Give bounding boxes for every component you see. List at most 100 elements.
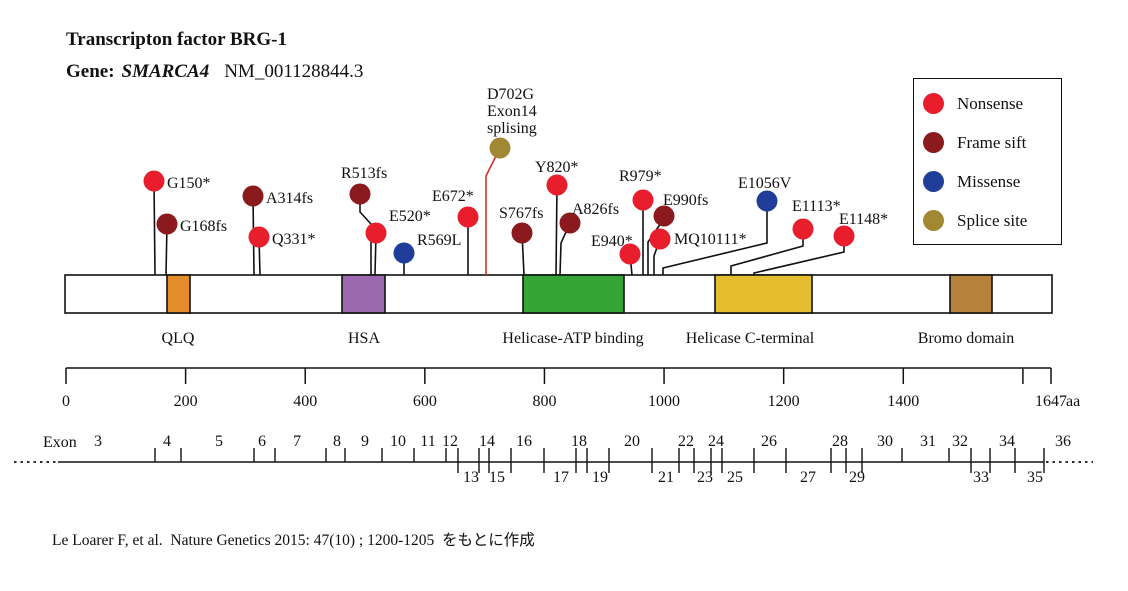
mutation-marker-E1148* [833, 225, 855, 247]
legend: Nonsense Frame sift Missense Splice site [913, 78, 1062, 245]
exon-number-12: 12 [442, 433, 458, 450]
exon-number-32: 32 [952, 433, 968, 450]
mutation-label-A314fs: A314fs [266, 190, 313, 207]
mutation-label-E1148*: E1148* [839, 211, 888, 228]
mutation-stem-Y820* [555, 184, 558, 276]
legend-label: Frame sift [957, 132, 1027, 152]
exon-number-27: 27 [800, 469, 816, 486]
mutation-label-E520*: E520* [389, 208, 431, 225]
mutation-label-A826fs: A826fs [572, 201, 619, 218]
axis-tick-label-200: 200 [174, 393, 198, 410]
exon-number-5: 5 [215, 433, 223, 450]
exon-number-19: 19 [592, 469, 608, 486]
axis-tick-label-1400: 1400 [887, 393, 919, 410]
mutation-marker-R513fs [349, 183, 371, 205]
transcript-id: NM_001128844.3 [224, 61, 364, 82]
exon-number-24: 24 [708, 433, 724, 450]
nonsense-marker-icon [923, 93, 944, 114]
exon-number-10: 10 [390, 433, 406, 450]
mutation-label-E1056V: E1056V [738, 175, 792, 192]
legend-item-missense: Missense [914, 162, 1061, 201]
exon-number-18: 18 [571, 433, 587, 450]
domain-bromo-domain [949, 274, 993, 314]
mutation-marker-Q331* [248, 226, 270, 248]
splice-marker-icon [923, 210, 944, 231]
exon-number-3: 3 [94, 433, 102, 450]
exon-number-25: 25 [727, 469, 743, 486]
mutation-label-MQ10111*: MQ10111* [674, 231, 747, 248]
exon-number-22: 22 [678, 433, 694, 450]
axis-tick-label-600: 600 [413, 393, 437, 410]
axis-tick-label-800: 800 [532, 393, 556, 410]
mutation-stem-E1056V [662, 201, 768, 275]
exon-track-label: Exon [43, 434, 77, 451]
mutation-label-Q331*: Q331* [272, 231, 316, 248]
exon-number-8: 8 [333, 433, 341, 450]
domain-label: HSA [348, 330, 380, 347]
mutation-marker-S767fs [511, 222, 533, 244]
mutation-label-E672*: E672* [432, 188, 474, 205]
figure-title: Transcripton factor BRG-1 [66, 29, 287, 50]
legend-label: Missense [957, 171, 1021, 191]
exon-number-30: 30 [877, 433, 893, 450]
axis-unit-label: aa [1066, 393, 1080, 410]
exon-number-34: 34 [999, 433, 1015, 450]
domain-label: Bromo domain [918, 330, 1014, 347]
mutation-marker-G168fs [156, 213, 178, 235]
exon-number-15: 15 [489, 469, 505, 486]
exon-number-7: 7 [293, 433, 301, 450]
mutation-marker-R569L [393, 242, 415, 264]
axis-tick-label-1200: 1200 [768, 393, 800, 410]
domain-label: QLQ [162, 330, 195, 347]
exon-number-6: 6 [258, 433, 266, 450]
mutation-label-D702G: D702G [487, 86, 535, 103]
exon-number-23: 23 [697, 469, 713, 486]
mutation-marker-A314fs [242, 185, 264, 207]
exon-number-16: 16 [516, 433, 532, 450]
exon-number-26: 26 [761, 433, 777, 450]
gene-label: Gene: [66, 61, 115, 82]
exon-number-29: 29 [849, 469, 865, 486]
domain-hsa [341, 274, 386, 314]
frameshift-marker-icon [923, 132, 944, 153]
mutation-label-R569L: R569L [417, 232, 461, 249]
mutation-marker-E1113* [792, 218, 814, 240]
exon-number-33: 33 [973, 469, 989, 486]
exon-number-4: 4 [163, 433, 171, 450]
missense-marker-icon [923, 171, 944, 192]
mutation-label-R979*: R979* [619, 168, 662, 185]
exon-number-21: 21 [658, 469, 674, 486]
mutation-marker-G150* [143, 170, 165, 192]
domain-label: Helicase-ATP binding [502, 330, 643, 347]
mutation-marker-Y820* [546, 174, 568, 196]
mutation-stem-D702G [485, 155, 497, 275]
mutation-marker-E672* [457, 206, 479, 228]
exon-number-11: 11 [420, 433, 435, 450]
domain-helicase-c-terminal [714, 274, 813, 314]
mutation-marker-E940* [619, 243, 641, 265]
mutation-marker-R979* [632, 189, 654, 211]
mutation-label-E940*: E940* [591, 233, 633, 250]
mutation-marker-D702G [489, 137, 511, 159]
mutation-marker-E1056V [756, 190, 778, 212]
domain-helicase-atp-binding [522, 274, 625, 314]
mutation-label-Y820*: Y820* [535, 159, 579, 176]
domain-qlq [166, 274, 191, 314]
gene-name: SMARCA4 [121, 61, 210, 82]
exon-number-17: 17 [553, 469, 569, 486]
exon-number-36: 36 [1055, 433, 1071, 450]
mutation-marker-E520* [365, 222, 387, 244]
exon-number-13: 13 [463, 469, 479, 486]
axis-tick-label-400: 400 [293, 393, 317, 410]
mutation-marker-E990fs [653, 205, 675, 227]
exon-number-35: 35 [1027, 469, 1043, 486]
mutation-marker-MQ10111* [649, 228, 671, 250]
exon-number-14: 14 [479, 433, 495, 450]
mutation-label-G168fs: G168fs [180, 218, 227, 235]
legend-item-splice: Splice site [914, 201, 1061, 240]
mutation-stem-G150* [153, 180, 156, 276]
legend-label: Splice site [957, 210, 1028, 230]
mutation-label-E1113*: E1113* [792, 198, 841, 215]
